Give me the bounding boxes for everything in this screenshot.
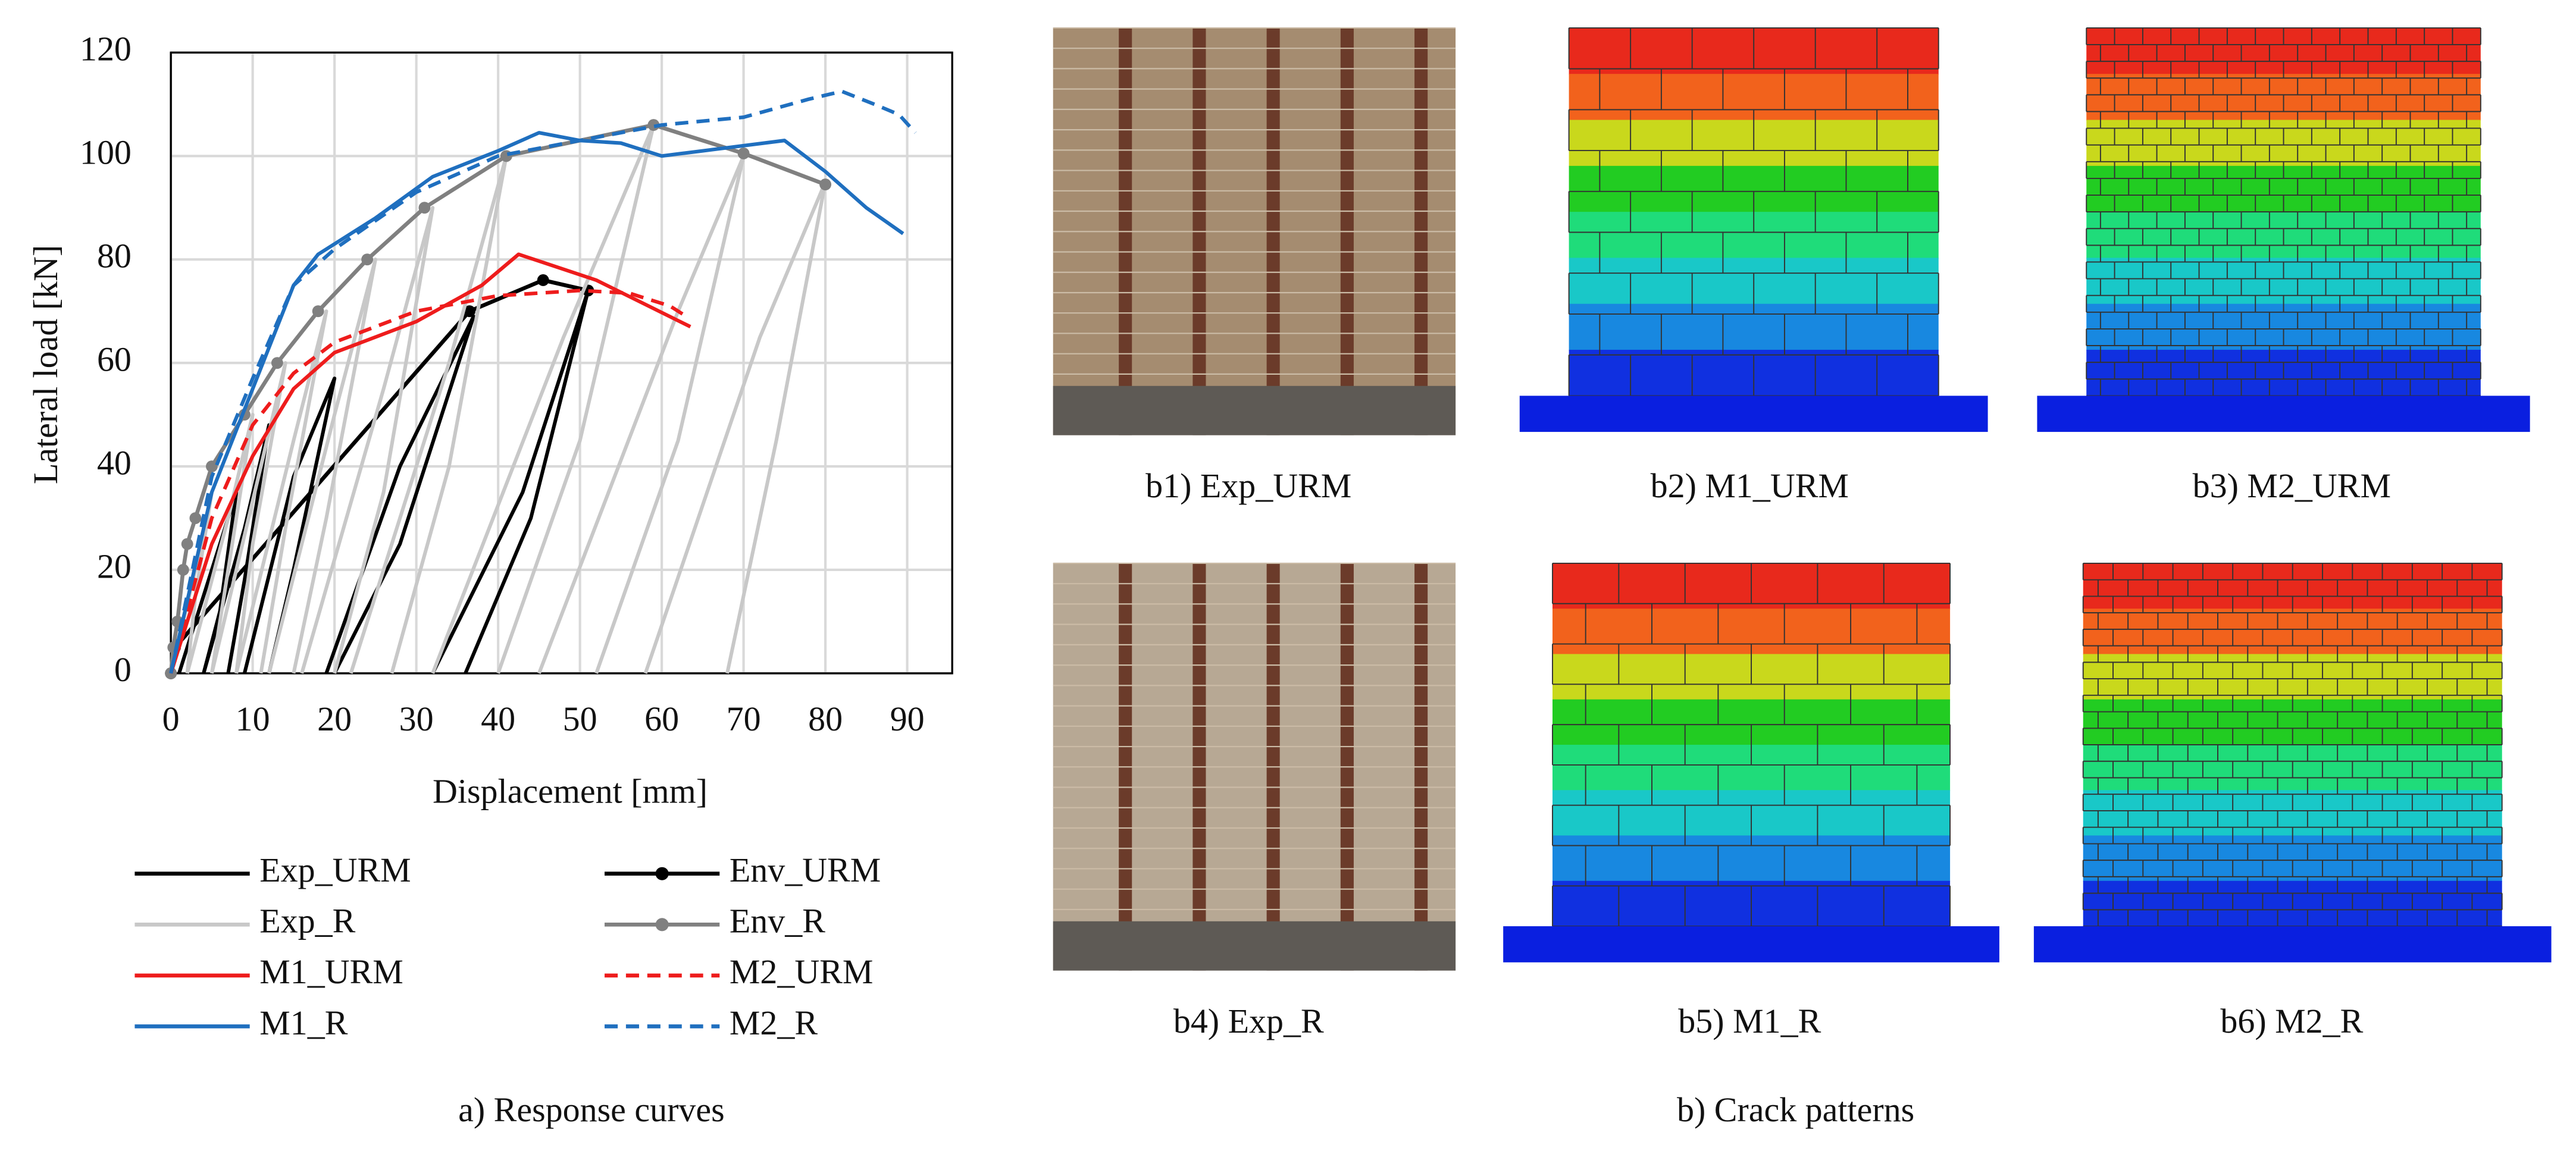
panel-label: b1) Exp_URM [1145,466,1351,505]
line [267,258,377,674]
panel-image [1053,562,1456,971]
legend-label: Exp_R [259,902,355,940]
plot-frame [170,51,953,675]
marker [271,357,283,369]
y-tick-label: 100 [80,133,132,172]
panel-label: b4) Exp_R [1173,1002,1324,1040]
marker [312,305,324,318]
x-tick-label: 10 [236,700,270,738]
line [185,413,255,674]
marker [189,512,202,524]
caption: b) Crack patterns [1677,1090,1914,1129]
x-tick-label: 30 [399,700,434,738]
x-tick-label: 50 [563,700,597,738]
panel-image [2037,27,2530,432]
fe-base [1503,926,1999,962]
marker [737,147,750,159]
marker [537,274,549,286]
panel-image [1519,27,1988,432]
panel-image [1053,27,1456,435]
caption: a) Response curves [458,1090,725,1129]
legend-label: Exp_URM [259,851,411,889]
legend-label: M1_URM [259,952,403,991]
marker [181,538,193,550]
x-tick-label: 90 [890,700,925,738]
x-tick-label: 0 [162,700,180,738]
panel-label: b5) M1_R [1678,1002,1821,1040]
panel-image [2033,562,2552,962]
legend-marker [655,867,669,880]
y-tick-label: 60 [97,340,132,378]
x-tick-label: 80 [808,700,843,738]
x-tick-label: 20 [317,700,352,738]
line [234,309,328,674]
fe-base [2037,396,2530,432]
y-tick-label: 20 [97,547,132,585]
legend-label: M1_R [259,1004,348,1042]
photo-base [1053,921,1456,971]
panel-label: b6) M2_R [2220,1002,2363,1040]
legend-label: Env_R [730,902,825,940]
x-axis-label: Displacement [mm] [433,772,708,811]
y-axis-label: Lateral load [kN] [26,245,65,484]
line [169,288,687,674]
photo-base [1053,385,1456,435]
line [169,89,917,674]
marker [418,202,431,214]
y-tick-label: 120 [80,30,132,68]
y-tick-label: 0 [114,650,132,689]
x-tick-label: 70 [727,700,761,738]
x-tick-label: 60 [644,700,679,738]
marker [819,178,832,191]
legend-label: M2_URM [730,952,874,991]
marker [205,460,218,473]
panel-label: b2) M1_URM [1651,466,1849,505]
y-tick-label: 80 [97,237,132,275]
line [209,361,287,674]
fe-base [2033,926,2552,962]
fe-base [1519,396,1988,432]
legend-label: Env_URM [730,851,881,889]
legend-marker [655,918,669,932]
y-tick-label: 40 [97,443,132,482]
line [300,206,435,674]
marker [177,564,189,576]
marker [647,119,660,131]
legend-label: M2_R [730,1004,818,1042]
panel-image [1503,562,1999,962]
marker [464,305,475,318]
line [169,252,691,674]
x-tick-label: 40 [481,700,515,738]
panel-label: b3) M2_URM [2193,466,2391,505]
marker [361,253,374,266]
